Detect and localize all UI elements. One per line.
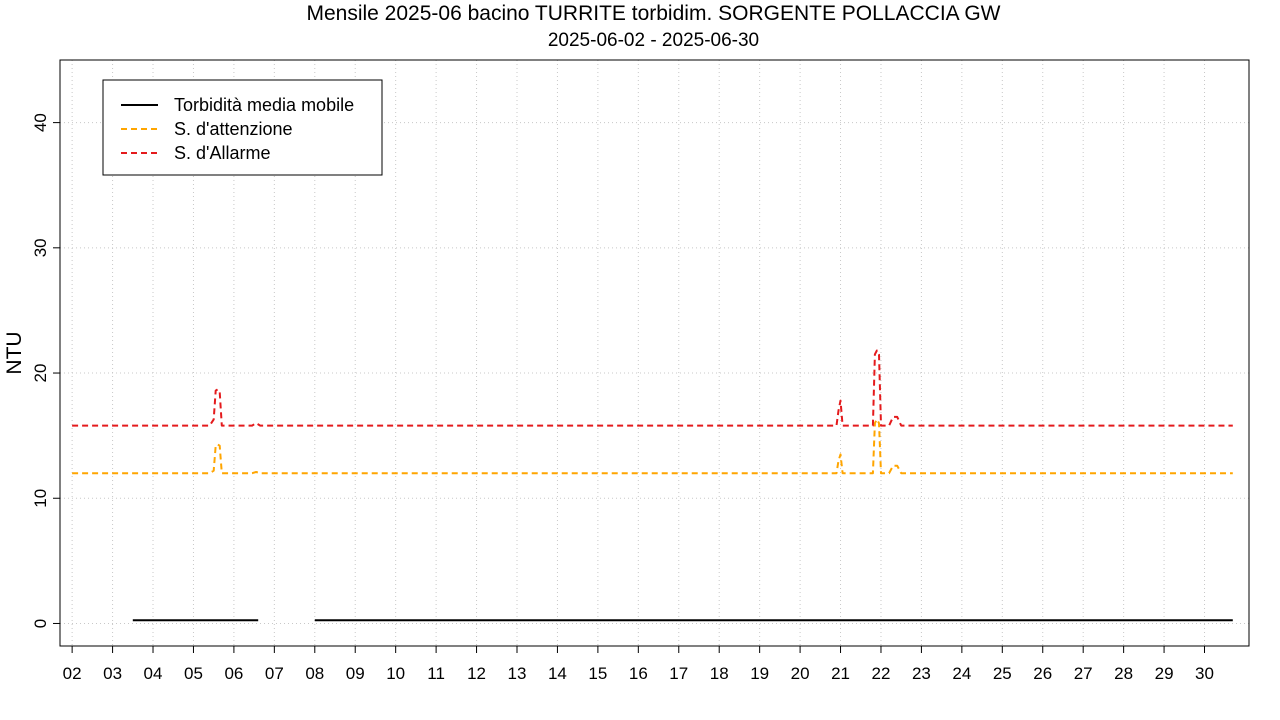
legend-label-2: S. d'Allarme [174,143,270,163]
x-tick-label-3: 05 [184,664,203,683]
x-tick-label-15: 17 [669,664,688,683]
x-tick-label-18: 20 [791,664,810,683]
x-tick-label-2: 04 [144,664,163,683]
x-tick-label-7: 09 [346,664,365,683]
x-tick-label-26: 28 [1114,664,1133,683]
chart-subtitle: 2025-06-02 - 2025-06-30 [547,30,760,51]
x-tick-label-17: 19 [750,664,769,683]
y-tick-label-4: 40 [31,113,50,132]
y-tick-label-1: 10 [31,489,50,508]
y-axis-label: NTU [3,331,26,374]
y-tick-label-2: 20 [31,364,50,383]
x-tick-label-23: 25 [993,664,1012,683]
series-2-line-0 [72,349,1233,427]
legend-label-0: Torbidità media mobile [174,95,354,115]
x-tick-label-6: 08 [305,664,324,683]
grid [60,60,1249,646]
x-tick-label-4: 06 [224,664,243,683]
y-tick-label-3: 30 [31,238,50,257]
x-tick-label-12: 14 [548,664,567,683]
x-tick-label-9: 11 [427,664,445,683]
x-tick-label-1: 03 [103,664,122,683]
y-axis: 0 10 20 30 40 [31,113,60,628]
plot-frame [59,59,1250,647]
x-tick-label-11: 13 [508,664,527,683]
x-tick-label-13: 15 [588,664,607,683]
x-tick-label-16: 18 [710,664,729,683]
legend-box [102,79,383,176]
x-tick-label-28: 30 [1195,664,1214,683]
x-tick-label-27: 29 [1155,664,1174,683]
x-axis: 02 03 04 05 06 07 08 09 10 11 12 13 14 15 16 17 18 19 20 21… [63,646,1214,683]
x-tick-label-5: 07 [265,664,284,683]
x-tick-label-21: 23 [912,664,931,683]
y-tick-label-0: 0 [31,619,50,628]
x-tick-label-20: 22 [872,664,891,683]
x-tick-label-0: 02 [63,664,82,683]
series-layer [72,349,1233,622]
series-1-line-0 [72,418,1233,475]
x-tick-label-10: 12 [467,664,486,683]
x-tick-label-19: 21 [831,664,850,683]
x-tick-label-24: 26 [1033,664,1052,683]
legend: Torbidità media mobile S. d'attenzione S. … [102,79,383,176]
legend-label-1: S. d'attenzione [174,119,293,139]
x-tick-label-8: 10 [386,664,405,683]
x-tick-label-22: 24 [952,664,971,683]
chart-title: Mensile 2025-06 bacino TURRITE torbidim.… [306,2,1001,25]
x-tick-label-14: 16 [629,664,648,683]
x-tick-label-25: 27 [1074,664,1093,683]
